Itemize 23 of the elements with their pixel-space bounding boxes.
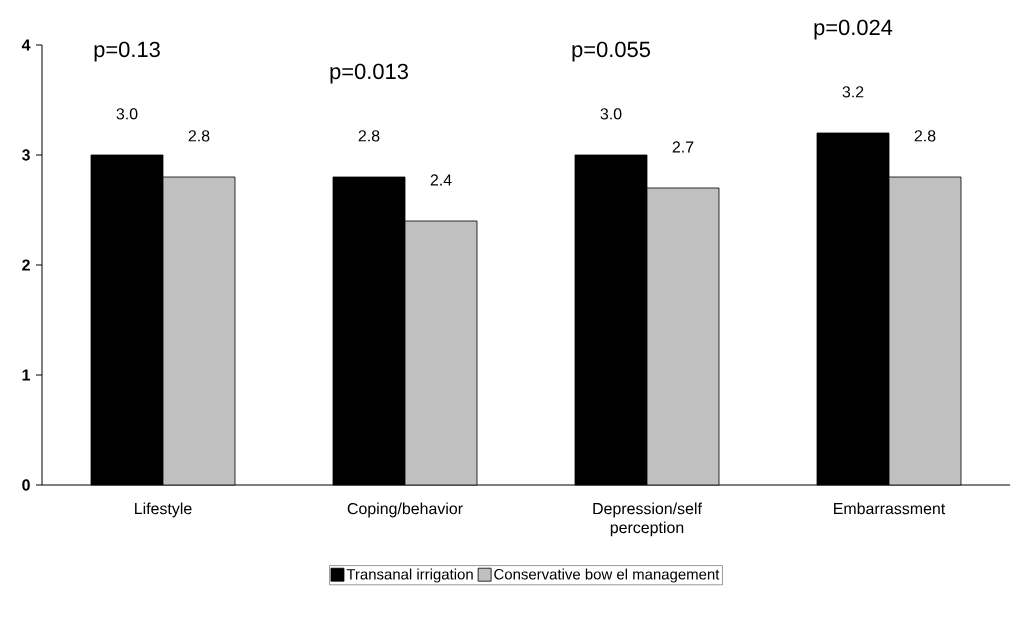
annotation: p=0.13 [94,41,160,62]
text: p=0.024 [814,19,893,40]
x-tick-label: Coping/behavior [347,502,463,518]
x-tick-label: Depression/self perception [593,502,702,537]
data-label: 3.0 [116,108,138,120]
legend-label: Conservative bow el management [494,568,720,583]
data-label: 2.7 [672,141,694,153]
y-tick-label: 2 [22,259,30,271]
data-label: 3.0 [600,108,622,120]
data-label: 2.4 [430,174,452,186]
data-label: 2.8 [914,130,936,142]
x-tick-label: Embarrassment [834,502,946,515]
x-tick-label: Lifestyle [135,502,192,518]
y-tick-label: 4 [21,39,31,51]
data-label: 3.2 [842,86,864,98]
y-tick-label: 0 [22,479,30,491]
annotation: p=0.055 [572,41,650,62]
legend-label: Transanal irrigation [346,568,473,583]
y-tick-label: 3 [21,149,30,161]
data-label: 2.8 [358,130,380,142]
data-label: 2.8 [188,130,210,142]
y-tick-label: 1 [22,369,31,381]
annotation: p=0.013 [330,63,408,84]
